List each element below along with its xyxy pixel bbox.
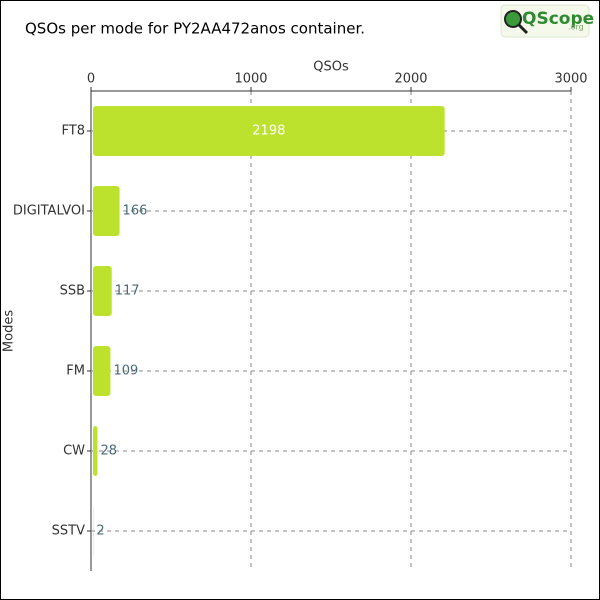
value-label: 109 [113,364,138,379]
bar [93,106,445,156]
x-tick-label: 3000 [554,72,587,87]
bar [93,186,120,236]
value-label: 166 [123,204,148,219]
logo-icon [504,10,522,28]
x-tick-label: 1000 [234,72,267,87]
bar [93,266,112,316]
value-label: 117 [115,284,140,299]
y-tick-label: SSTV [52,524,85,539]
y-tick-label: DIGITALVOI [13,204,85,219]
y-axis-label: Modes [2,310,17,352]
logo-handle [517,23,529,35]
bar [93,426,98,476]
chart-title: QSOs per mode for PY2AA472anos container… [25,20,365,38]
value-label: 2198 [252,124,285,139]
value-label: 28 [100,444,117,459]
y-tick-label: FT8 [62,124,85,139]
bar [93,346,111,396]
x-tick-label: 0 [87,72,95,87]
logo: QScope .org [500,4,594,38]
logo-suffix: .org [568,23,584,32]
value-label: 2 [96,524,104,539]
y-tick-label: SSB [60,284,85,299]
logo-text: QScope [522,9,594,29]
y-tick-label: FM [66,364,85,379]
x-axis-label: QSOs [313,60,349,75]
x-tick-label: 2000 [394,72,427,87]
y-tick-label: CW [63,444,85,459]
